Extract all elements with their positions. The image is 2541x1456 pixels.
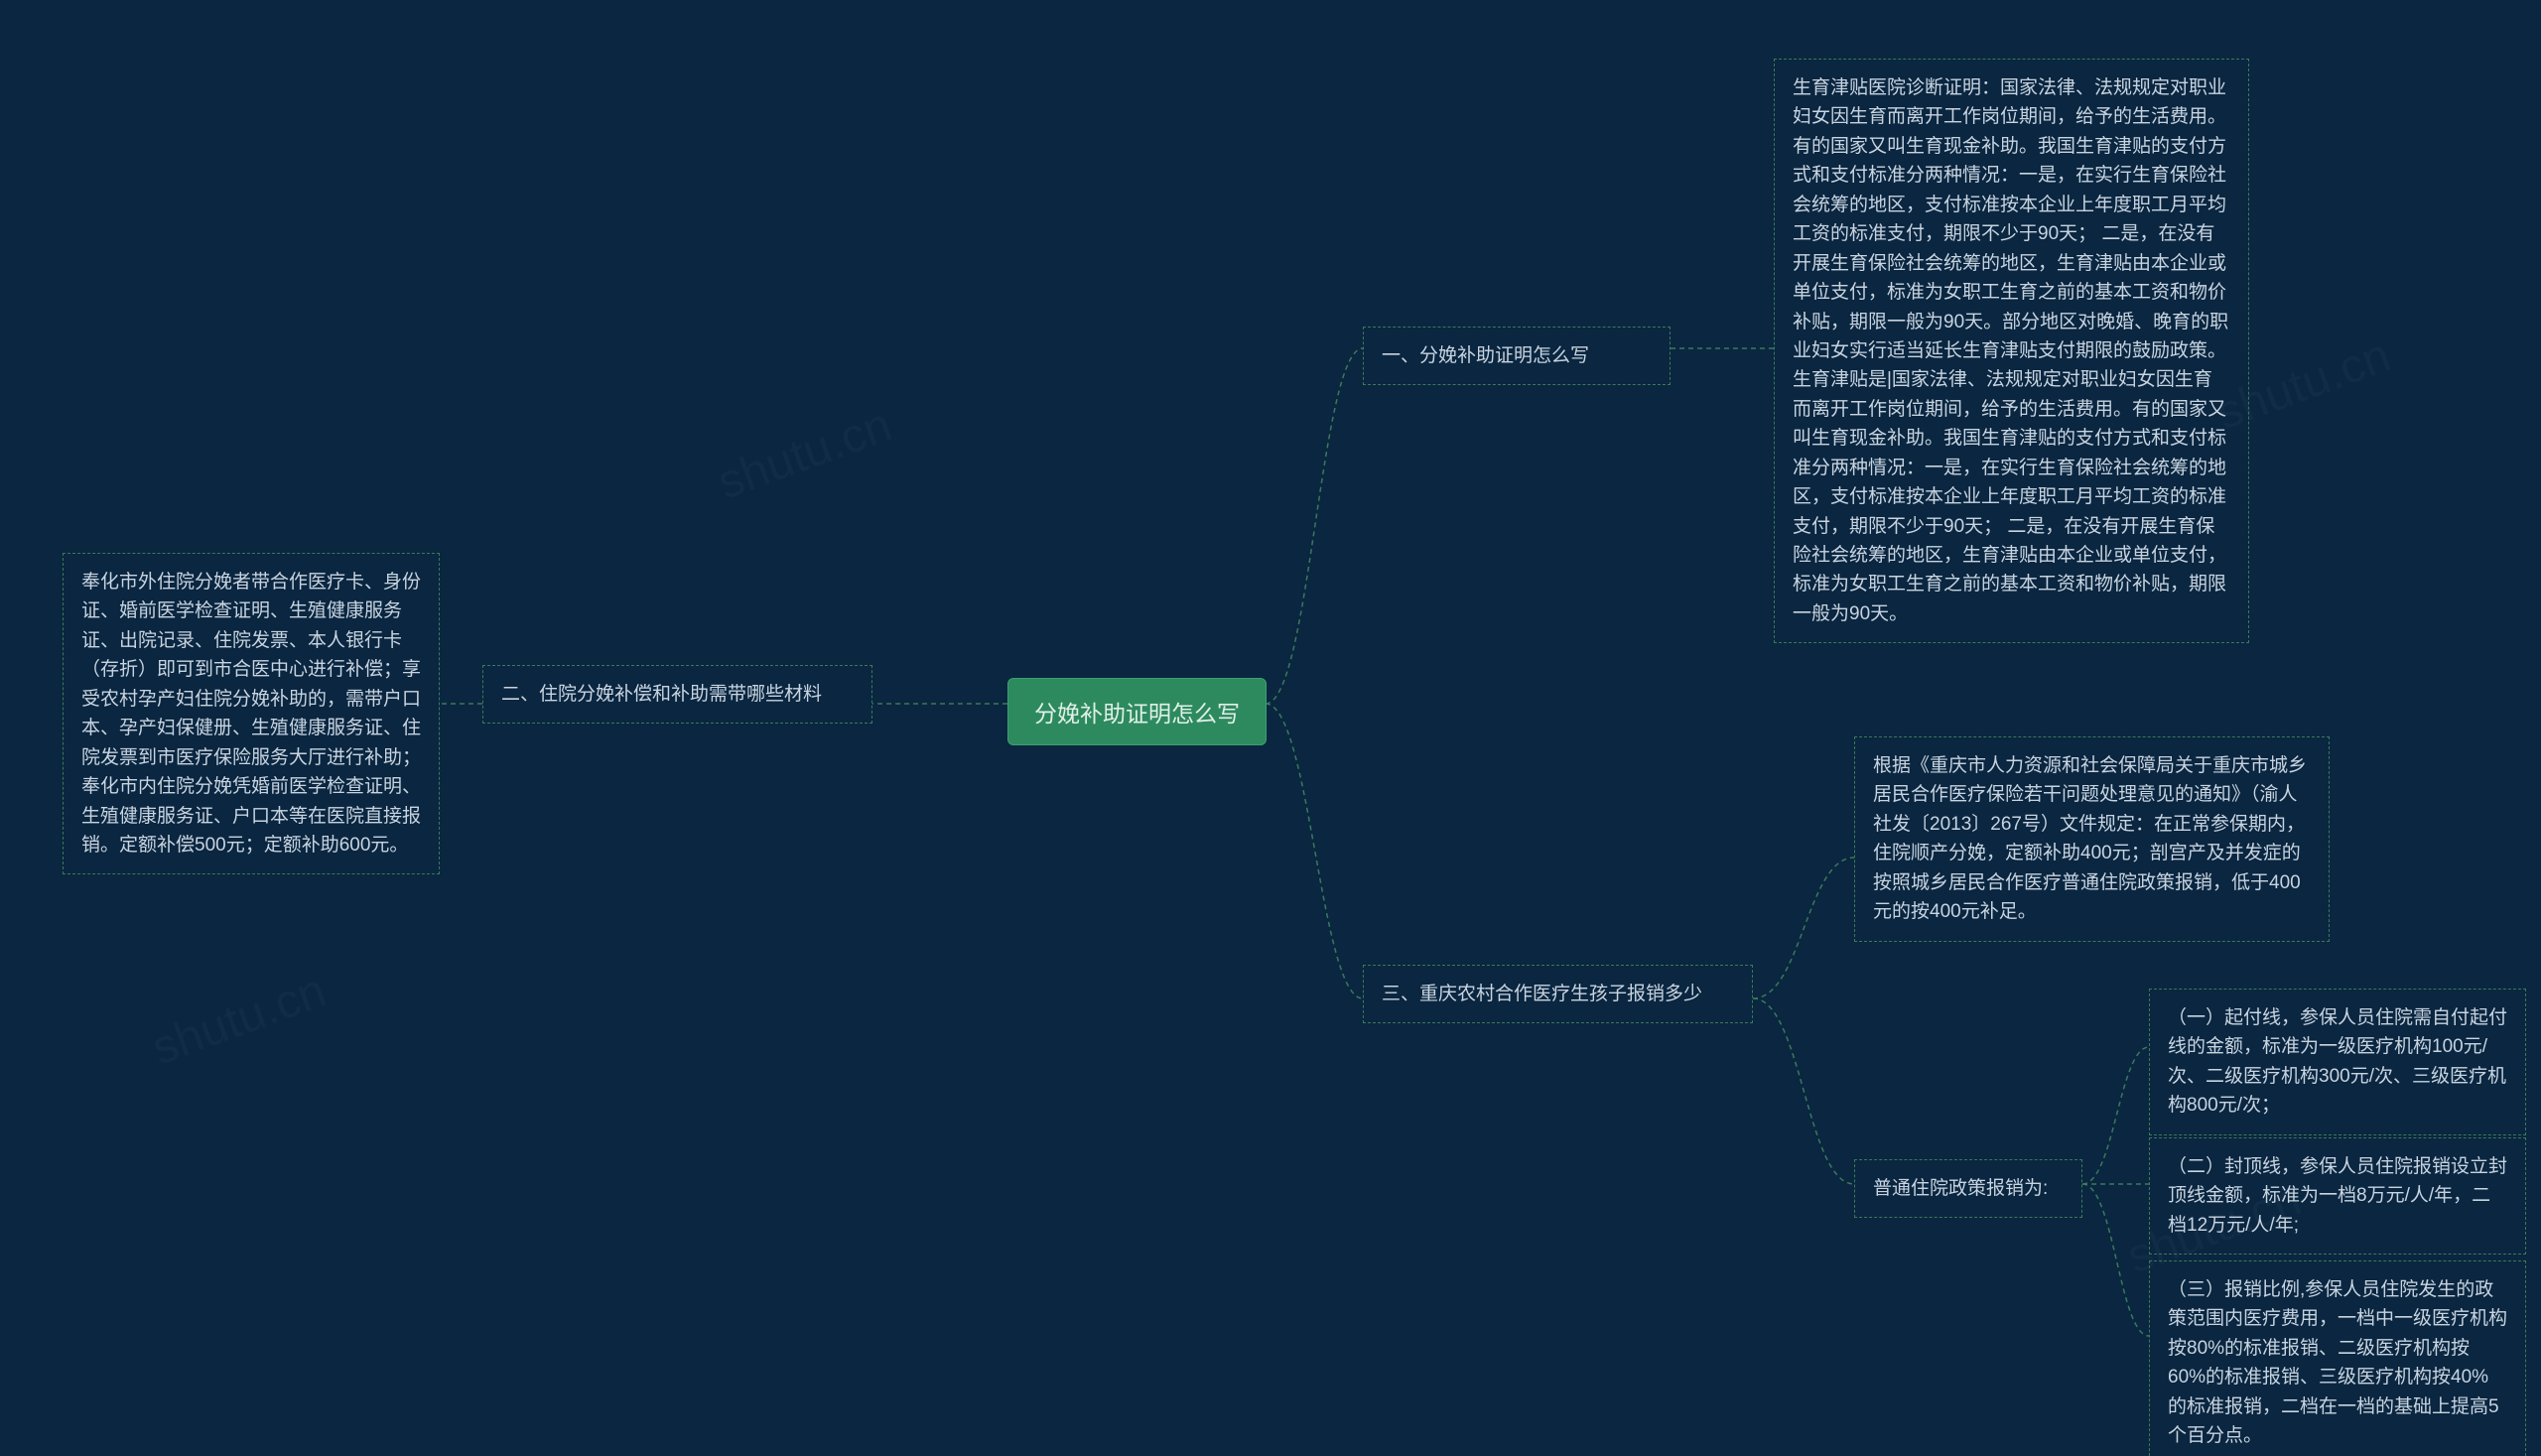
node-section-3-sub-1: （一）起付线，参保人员住院需自付起付线的金额，标准为一级医疗机构100元/次、二… bbox=[2149, 989, 2526, 1135]
node-section-1-detail: 生育津贴医院诊断证明：国家法律、法规规定对职业妇女因生育而离开工作岗位期间，给予… bbox=[1774, 59, 2249, 643]
node-section-3-detail-2: 普通住院政策报销为: bbox=[1854, 1159, 2082, 1218]
node-section-3-sub-2: （二）封顶线，参保人员住院报销设立封顶线金额，标准为一档8万元/人/年，二档12… bbox=[2149, 1137, 2526, 1255]
node-section-3-detail-1: 根据《重庆市人力资源和社会保障局关于重庆市城乡居民合作医疗保险若干问题处理意见的… bbox=[1854, 736, 2330, 942]
node-section-1: 一、分娩补助证明怎么写 bbox=[1363, 327, 1671, 385]
node-section-2-detail: 奉化市外住院分娩者带合作医疗卡、身份证、婚前医学检查证明、生殖健康服务证、出院记… bbox=[63, 553, 440, 874]
center-node: 分娩补助证明怎么写 bbox=[1007, 678, 1267, 745]
watermark: shutu.cn bbox=[145, 964, 333, 1077]
node-section-3: 三、重庆农村合作医疗生孩子报销多少 bbox=[1363, 965, 1753, 1023]
node-section-2: 二、住院分娩补偿和补助需带哪些材料 bbox=[482, 665, 872, 724]
node-section-3-sub-3: （三）报销比例,参保人员住院发生的政策范围内医疗费用，一档中一级医疗机构按80%… bbox=[2149, 1260, 2526, 1456]
watermark: shutu.cn bbox=[711, 398, 898, 511]
